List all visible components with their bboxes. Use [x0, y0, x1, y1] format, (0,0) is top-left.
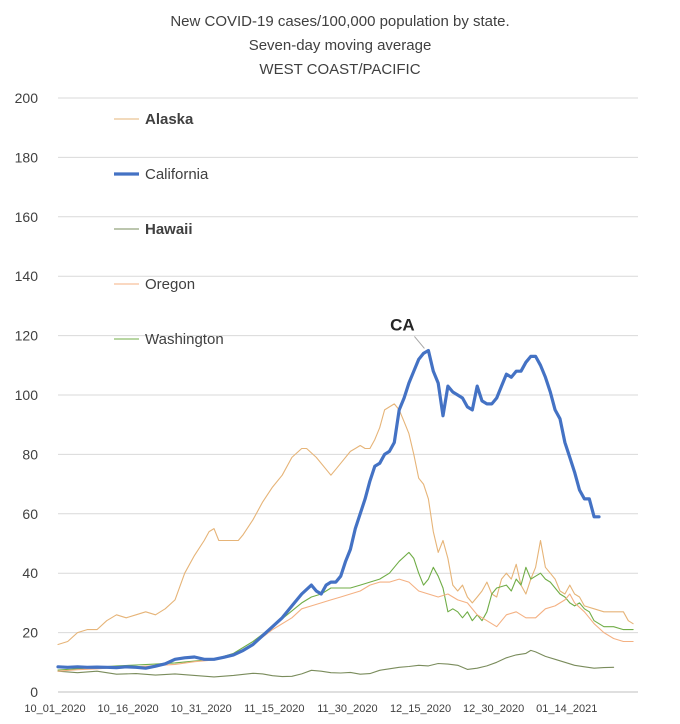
x-tick-label-11_30_2020: 11_30_2020 — [317, 703, 377, 715]
legend-label-washington: Washington — [145, 331, 224, 348]
y-tick-label-40: 40 — [22, 565, 38, 581]
y-tick-label-140: 140 — [15, 268, 39, 284]
y-tick-label-100: 100 — [15, 387, 39, 403]
annotation-leader-line — [414, 336, 425, 349]
y-tick-label-160: 160 — [15, 209, 39, 225]
y-tick-label-180: 180 — [15, 149, 39, 165]
y-tick-label-200: 200 — [15, 90, 39, 106]
legend: Alaska California Hawaii Oregon Washington — [114, 111, 224, 348]
series-line-washington — [57, 551, 634, 671]
x-tick-label-11_15_2020: 11_15_2020 — [244, 703, 304, 715]
y-tick-label-0: 0 — [30, 684, 38, 700]
y-tick-label-120: 120 — [15, 328, 39, 344]
legend-label-alaska: Alaska — [145, 111, 194, 128]
y-axis-ticks: 0 20 40 60 80 100 120 140 160 180 200 — [15, 90, 39, 700]
legend-label-oregon: Oregon — [145, 276, 195, 293]
series-line-california — [56, 348, 601, 670]
chart-title-line-2: Seven-day moving average — [249, 37, 432, 54]
x-tick-label-10_31_2020: 10_31_2020 — [171, 703, 232, 715]
x-tick-label-12_30_2020: 12_30_2020 — [463, 703, 524, 715]
annotation-label: CA — [390, 315, 415, 334]
x-tick-label-01_14_2021: 01_14_2021 — [536, 703, 597, 715]
x-tick-label-10_16_2020: 10_16_2020 — [98, 703, 159, 715]
legend-label-hawaii: Hawaii — [145, 221, 193, 238]
x-tick-label-12_15_2020: 12_15_2020 — [390, 703, 451, 715]
annotations: CA — [390, 315, 425, 349]
x-axis-ticks: 10_01_2020 10_16_2020 10_31_2020 11_15_2020… — [24, 703, 597, 715]
chart-title: New COVID-19 cases/100,000 population by… — [170, 13, 509, 78]
y-tick-label-20: 20 — [22, 625, 38, 641]
series-lines — [56, 348, 634, 678]
chart-title-line-3: WEST COAST/PACIFIC — [259, 61, 420, 78]
series-line-hawaii — [57, 649, 615, 678]
y-tick-label-80: 80 — [22, 446, 38, 462]
legend-label-california: California — [145, 166, 209, 183]
chart-title-line-1: New COVID-19 cases/100,000 population by… — [170, 13, 509, 30]
x-tick-label-10_01_2020: 10_01_2020 — [24, 703, 85, 715]
y-tick-label-60: 60 — [22, 506, 38, 522]
